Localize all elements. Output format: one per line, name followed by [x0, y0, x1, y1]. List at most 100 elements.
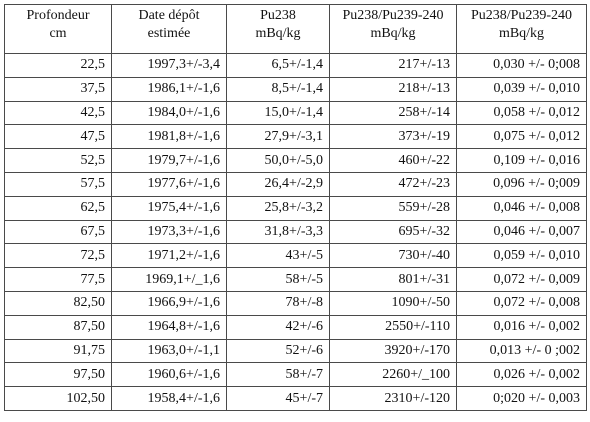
cell-depth: 22,5 — [4, 53, 112, 78]
table-body: 22,5 1997,3+/-3,4 6,5+/-1,4 217+/-13 0,030 +… — [4, 53, 587, 411]
cell-ratio-1: 2310+/-120 — [329, 386, 457, 411]
cell-pu238: 78+/-8 — [226, 290, 330, 316]
cell-ratio-1: 2260+/_100 — [329, 362, 457, 388]
cell-ratio-2: 0,046 +/- 0,008 — [456, 195, 587, 221]
cell-pu238: 26,4+/-2,9 — [226, 171, 330, 197]
cell-ratio-1: 695+/-32 — [329, 219, 457, 245]
header-ratio-1-unit: mBq/kg — [370, 26, 416, 41]
header-pu238-title: Pu238 — [260, 8, 296, 23]
cell-pu238: 42+/-6 — [226, 314, 330, 340]
cell-ratio-1: 373+/-19 — [329, 124, 457, 150]
header-ratio-2-title: Pu238/Pu239-240 — [470, 8, 573, 23]
table-row: 52,5 1979,7+/-1,6 50,0+/-5,0 460+/-22 0,109 … — [4, 148, 587, 173]
header-ratio-2: Pu238/Pu239-240 mBq/kg — [456, 4, 587, 54]
cell-ratio-1: 218+/-13 — [329, 76, 457, 102]
header-pu238-unit: mBq/kg — [255, 26, 301, 41]
cell-ratio-2: 0,030 +/- 0;008 — [456, 53, 587, 78]
cell-ratio-2: 0,039 +/- 0,010 — [456, 76, 587, 102]
cell-ratio-2: 0;020 +/- 0,003 — [456, 386, 587, 411]
cell-ratio-2: 0,096 +/- 0;009 — [456, 171, 587, 197]
cell-pu238: 58+/-7 — [226, 362, 330, 388]
header-date: Date dépôt estimée — [111, 4, 227, 54]
cell-ratio-1: 559+/-28 — [329, 195, 457, 221]
cell-depth: 102,50 — [4, 386, 112, 411]
table-row: 82,50 1966,9+/-1,6 78+/-8 1090+/-50 0,072 +/… — [4, 290, 587, 316]
header-date-title: Date dépôt — [138, 8, 200, 23]
cell-pu238: 31,8+/-3,3 — [226, 219, 330, 245]
table-row: 72,5 1971,2+/-1,6 43+/-5 730+/-40 0,059 +/- … — [4, 243, 587, 269]
table-row: 91,75 1963,0+/-1,1 52+/-6 3920+/-170 0,013 +… — [4, 338, 587, 364]
cell-depth: 47,5 — [4, 124, 112, 150]
cell-depth: 87,50 — [4, 314, 112, 340]
table-row: 102,50 1958,4+/-1,6 45+/-7 2310+/-120 0;020 … — [4, 386, 587, 411]
table-header: Profondeur cm Date dépôt estimée Pu238 m… — [4, 4, 587, 54]
cell-date: 1975,4+/-1,6 — [111, 195, 227, 221]
header-date-subtitle: estimée — [147, 26, 191, 41]
table-row: 97,50 1960,6+/-1,6 58+/-7 2260+/_100 0,026 +… — [4, 362, 587, 388]
cell-date: 1984,0+/-1,6 — [111, 100, 227, 126]
cell-pu238: 6,5+/-1,4 — [226, 53, 330, 78]
cell-depth: 97,50 — [4, 362, 112, 388]
cell-depth: 82,50 — [4, 290, 112, 316]
cell-date: 1960,6+/-1,6 — [111, 362, 227, 388]
cell-pu238: 8,5+/-1,4 — [226, 76, 330, 102]
header-ratio-2-unit: mBq/kg — [498, 26, 545, 41]
cell-depth: 37,5 — [4, 76, 112, 102]
table-container: Profondeur cm Date dépôt estimée Pu238 m… — [4, 4, 587, 411]
cell-pu238: 27,9+/-3,1 — [226, 124, 330, 150]
cell-date: 1971,2+/-1,6 — [111, 243, 227, 269]
cell-ratio-1: 217+/-13 — [329, 53, 457, 78]
cell-ratio-2: 0,072 +/- 0,009 — [456, 267, 587, 292]
cell-date: 1973,3+/-1,6 — [111, 219, 227, 245]
table-row: 67,5 1973,3+/-1,6 31,8+/-3,3 695+/-32 0,046 … — [4, 219, 587, 245]
header-pu238: Pu238 mBq/kg — [226, 4, 330, 54]
cell-ratio-2: 0,013 +/- 0 ;002 — [456, 338, 587, 364]
cell-ratio-2: 0,016 +/- 0,002 — [456, 314, 587, 340]
table-row: 87,50 1964,8+/-1,6 42+/-6 2550+/-110 0,016 +… — [4, 314, 587, 340]
cell-pu238: 50,0+/-5,0 — [226, 148, 330, 173]
table-row: 47,5 1981,8+/-1,6 27,9+/-3,1 373+/-19 0,075 … — [4, 124, 587, 150]
cell-ratio-2: 0,046 +/- 0,007 — [456, 219, 587, 245]
cell-date: 1966,9+/-1,6 — [111, 290, 227, 316]
cell-pu238: 43+/-5 — [226, 243, 330, 269]
header-depth-title: Profondeur — [26, 8, 90, 23]
cell-ratio-1: 3920+/-170 — [329, 338, 457, 364]
measurement-table: Profondeur cm Date dépôt estimée Pu238 m… — [4, 4, 587, 411]
cell-ratio-1: 460+/-22 — [329, 148, 457, 173]
cell-date: 1969,1+/_1,6 — [111, 267, 227, 292]
cell-depth: 57,5 — [4, 171, 112, 197]
cell-date: 1997,3+/-3,4 — [111, 53, 227, 78]
cell-ratio-1: 1090+/-50 — [329, 290, 457, 316]
table-row: 62,5 1975,4+/-1,6 25,8+/-3,2 559+/-28 0,046 … — [4, 195, 587, 221]
table-row: 57,5 1977,6+/-1,6 26,4+/-2,9 472+/-23 0,096 … — [4, 171, 587, 197]
cell-depth: 42,5 — [4, 100, 112, 126]
cell-pu238: 25,8+/-3,2 — [226, 195, 330, 221]
table-row: 22,5 1997,3+/-3,4 6,5+/-1,4 217+/-13 0,030 +… — [4, 53, 587, 78]
cell-depth: 72,5 — [4, 243, 112, 269]
table-row: 42,5 1984,0+/-1,6 15,0+/-1,4 258+/-14 0,058 … — [4, 100, 587, 126]
cell-pu238: 58+/-5 — [226, 267, 330, 292]
cell-depth: 52,5 — [4, 148, 112, 173]
cell-depth: 91,75 — [4, 338, 112, 364]
table-row: 77,5 1969,1+/_1,6 58+/-5 801+/-31 0,072 +/- … — [4, 267, 587, 292]
cell-ratio-1: 801+/-31 — [329, 267, 457, 292]
cell-date: 1964,8+/-1,6 — [111, 314, 227, 340]
cell-ratio-2: 0,072 +/- 0,008 — [456, 290, 587, 316]
cell-date: 1958,4+/-1,6 — [111, 386, 227, 411]
cell-ratio-1: 2550+/-110 — [329, 314, 457, 340]
cell-ratio-1: 258+/-14 — [329, 100, 457, 126]
cell-ratio-2: 0,059 +/- 0,010 — [456, 243, 587, 269]
cell-ratio-2: 0,109 +/- 0,016 — [456, 148, 587, 173]
table-row: 37,5 1986,1+/-1,6 8,5+/-1,4 218+/-13 0,039 +… — [4, 76, 587, 102]
cell-depth: 67,5 — [4, 219, 112, 245]
header-ratio-1: Pu238/Pu239-240 mBq/kg — [329, 4, 457, 54]
cell-ratio-1: 730+/-40 — [329, 243, 457, 269]
cell-pu238: 52+/-6 — [226, 338, 330, 364]
cell-depth: 62,5 — [4, 195, 112, 221]
cell-ratio-2: 0,058 +/- 0,012 — [456, 100, 587, 126]
cell-ratio-2: 0,075 +/- 0,012 — [456, 124, 587, 150]
cell-depth: 77,5 — [4, 267, 112, 292]
header-row: Profondeur cm Date dépôt estimée Pu238 m… — [4, 4, 587, 54]
cell-date: 1981,8+/-1,6 — [111, 124, 227, 150]
cell-date: 1963,0+/-1,1 — [111, 338, 227, 364]
